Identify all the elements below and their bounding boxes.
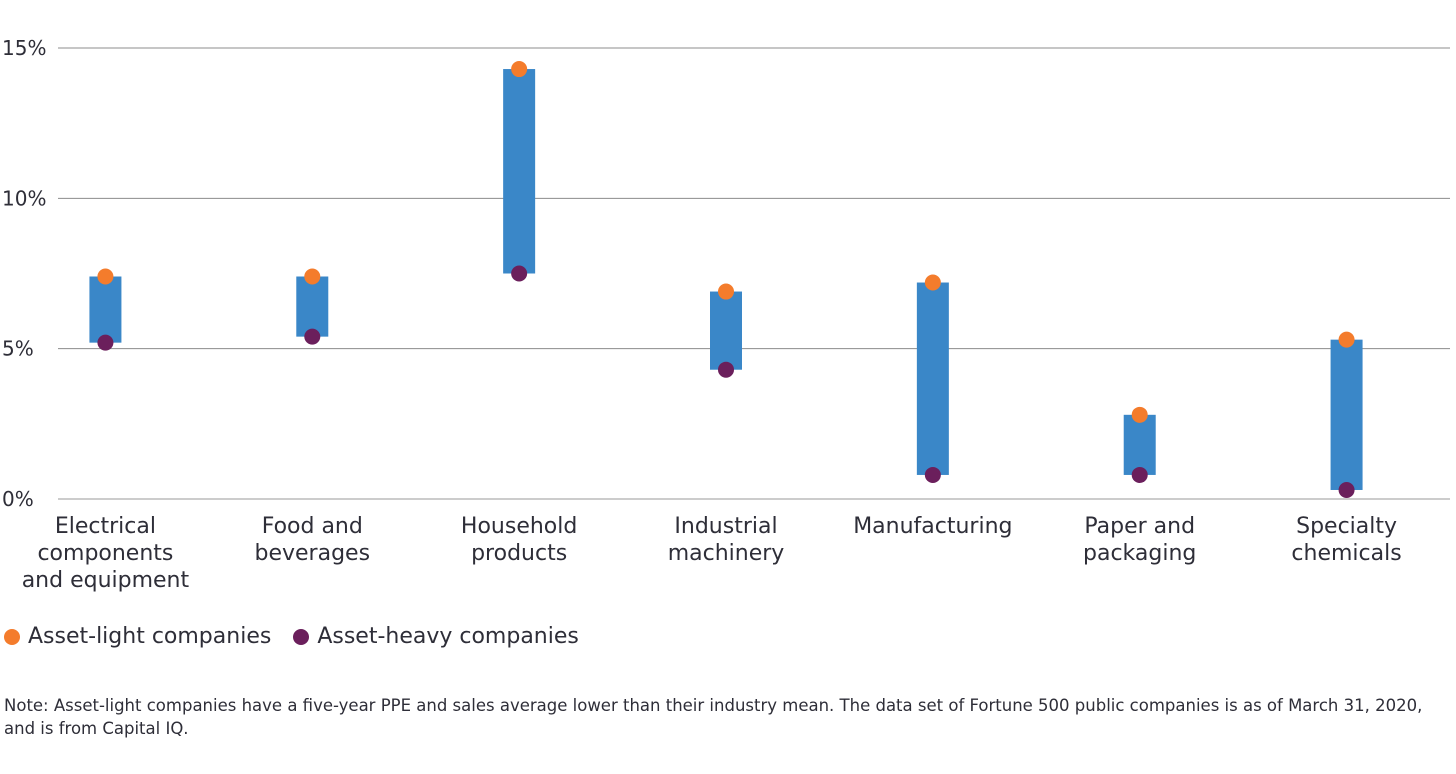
note-line-2: and is from Capital IQ. [4, 719, 189, 738]
range-bar [1330, 339, 1363, 490]
category-label: Specialty chemicals [1291, 514, 1401, 566]
category-label: Paper and packaging [1083, 514, 1196, 566]
asset-heavy-point [1131, 466, 1148, 483]
asset-heavy-point [924, 466, 941, 483]
asset-light-point [1131, 406, 1148, 423]
category-label: Electrical components and equipment [22, 514, 190, 593]
legend-label-asset-light: Asset-light companies [28, 624, 272, 649]
asset-heavy-point [304, 328, 321, 345]
legend-item-asset-heavy: Asset-heavy companies [293, 624, 579, 649]
gridlines [58, 47, 1450, 500]
range-bars [89, 69, 1363, 490]
legend-item-asset-light: Asset-light companies [4, 624, 271, 649]
category-label: Household products [461, 514, 577, 566]
asset-light-point [304, 268, 321, 285]
range-bar [296, 276, 329, 337]
category-label: Manufacturing [853, 514, 1012, 539]
range-bar [1123, 414, 1156, 475]
legend-marker-asset-light [4, 628, 20, 645]
x-axis-categories: Electrical components and equipment Food an… [22, 514, 1402, 593]
y-tick-label: 0% [2, 487, 34, 511]
asset-heavy-point [718, 361, 734, 378]
asset-heavy-point [1338, 481, 1355, 498]
asset-light-point [718, 283, 734, 300]
y-axis-ticks: 0% 5% 10% 15% [2, 36, 46, 511]
category-label: Food and beverages [255, 514, 371, 566]
y-tick-label: 15% [2, 36, 46, 60]
y-tick-label: 10% [2, 186, 46, 210]
legend-marker-asset-heavy [293, 628, 310, 645]
legend-label-asset-heavy: Asset-heavy companies [317, 624, 579, 649]
asset-light-point [924, 274, 941, 291]
data-points [97, 61, 1355, 498]
range-bar [503, 69, 536, 274]
y-tick-label: 5% [2, 337, 34, 361]
range-bar [89, 276, 122, 343]
range-chart: 0% 5% 10% 15% Electrical components and equip… [2, 36, 1450, 593]
asset-heavy-point [97, 334, 114, 351]
range-bar [710, 291, 742, 370]
range-bar [916, 282, 949, 475]
asset-heavy-point [511, 265, 528, 282]
asset-light-point [97, 268, 114, 285]
asset-light-point [1338, 331, 1355, 348]
category-label: Industrial machinery [668, 514, 785, 566]
asset-light-point [511, 61, 528, 78]
chart-note: Note: Asset-light companies have a five-… [4, 694, 1454, 740]
legend: Asset-light companies Asset-heavy compan… [4, 624, 601, 649]
note-line-1: Note: Asset-light companies have a five-… [4, 696, 1423, 715]
